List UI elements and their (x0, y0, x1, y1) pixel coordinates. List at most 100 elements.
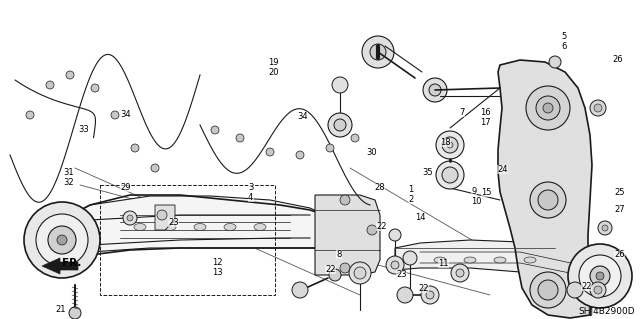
Text: 23: 23 (168, 218, 179, 227)
Text: SHJ4B2900D: SHJ4B2900D (579, 307, 635, 316)
Ellipse shape (464, 257, 476, 263)
Text: 18: 18 (440, 138, 451, 147)
Circle shape (46, 81, 54, 89)
Circle shape (567, 282, 583, 298)
Text: 3: 3 (248, 183, 253, 192)
Text: 26: 26 (612, 55, 623, 64)
Circle shape (367, 225, 377, 235)
Circle shape (456, 269, 464, 277)
Text: 11: 11 (438, 259, 449, 268)
Circle shape (351, 134, 359, 142)
Text: 26: 26 (614, 250, 625, 259)
Circle shape (332, 77, 348, 93)
Circle shape (594, 286, 602, 294)
Circle shape (370, 44, 386, 60)
Text: 14: 14 (415, 213, 426, 222)
Circle shape (157, 210, 167, 220)
Circle shape (451, 264, 469, 282)
Text: 28: 28 (374, 183, 385, 192)
Polygon shape (62, 196, 325, 260)
Circle shape (111, 111, 119, 119)
Circle shape (326, 144, 334, 152)
Circle shape (389, 229, 401, 241)
Circle shape (596, 272, 604, 280)
Ellipse shape (524, 257, 536, 263)
Circle shape (236, 134, 244, 142)
Ellipse shape (254, 224, 266, 231)
Circle shape (397, 287, 413, 303)
Circle shape (403, 251, 417, 265)
Text: 1: 1 (408, 185, 413, 194)
Circle shape (590, 100, 606, 116)
Circle shape (340, 195, 350, 205)
Text: 12: 12 (212, 258, 223, 267)
Bar (100, 185, 275, 295)
Circle shape (442, 137, 458, 153)
Circle shape (329, 269, 341, 281)
Text: 22: 22 (325, 265, 335, 274)
Text: 31: 31 (63, 168, 74, 177)
Polygon shape (498, 60, 592, 318)
Circle shape (91, 84, 99, 92)
Circle shape (69, 307, 81, 319)
Ellipse shape (494, 257, 506, 263)
Text: 32: 32 (63, 178, 74, 187)
Circle shape (26, 111, 34, 119)
Circle shape (131, 144, 139, 152)
Text: 24: 24 (497, 165, 508, 174)
Circle shape (442, 167, 458, 183)
Circle shape (386, 256, 404, 274)
Circle shape (57, 235, 67, 245)
Circle shape (602, 225, 608, 231)
Circle shape (429, 84, 441, 96)
Circle shape (436, 131, 464, 159)
Circle shape (391, 261, 399, 269)
Text: 29: 29 (120, 183, 131, 192)
Circle shape (436, 161, 464, 189)
Text: 27: 27 (614, 205, 625, 214)
Text: 16: 16 (480, 108, 491, 117)
Text: 25: 25 (614, 188, 625, 197)
Text: 34: 34 (297, 112, 308, 121)
Circle shape (292, 282, 308, 298)
Circle shape (447, 142, 453, 148)
Polygon shape (315, 195, 380, 275)
Circle shape (24, 202, 100, 278)
Text: 22: 22 (581, 282, 591, 291)
Circle shape (127, 215, 133, 221)
Text: 23: 23 (396, 270, 406, 279)
Text: 33: 33 (78, 125, 89, 134)
Text: 34: 34 (120, 110, 131, 119)
Circle shape (530, 272, 566, 308)
Circle shape (538, 190, 558, 210)
Circle shape (526, 86, 570, 130)
Circle shape (340, 263, 350, 273)
Text: 35: 35 (422, 168, 433, 177)
Text: 15: 15 (481, 188, 492, 197)
Circle shape (66, 71, 74, 79)
Text: 22: 22 (376, 222, 387, 231)
Circle shape (334, 119, 346, 131)
Circle shape (536, 96, 560, 120)
Text: 20: 20 (268, 68, 278, 77)
Ellipse shape (434, 257, 446, 263)
Circle shape (543, 103, 553, 113)
Circle shape (421, 286, 439, 304)
Text: 30: 30 (366, 148, 376, 157)
Polygon shape (42, 258, 78, 274)
Circle shape (151, 164, 159, 172)
Circle shape (549, 56, 561, 68)
Circle shape (598, 221, 612, 235)
Text: 7: 7 (459, 108, 465, 117)
Text: FR.: FR. (62, 258, 81, 268)
Circle shape (594, 104, 602, 112)
Circle shape (568, 244, 632, 308)
Circle shape (579, 255, 621, 297)
Text: 5: 5 (561, 32, 566, 41)
Circle shape (530, 182, 566, 218)
Circle shape (36, 214, 88, 266)
Circle shape (211, 126, 219, 134)
Text: 9: 9 (471, 187, 476, 196)
Polygon shape (155, 205, 175, 230)
Circle shape (538, 280, 558, 300)
